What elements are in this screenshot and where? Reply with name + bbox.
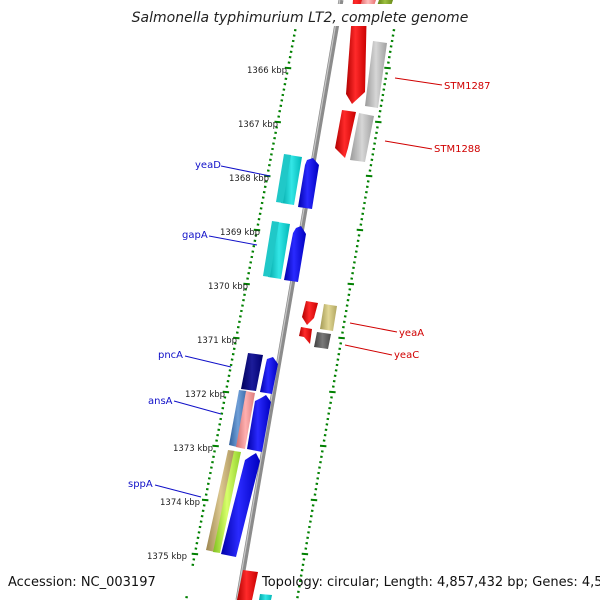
gene-arrow	[260, 357, 278, 394]
gene-labels: yeaD gapA pncA ansA sppA STM1287 STM1288…	[128, 81, 491, 490]
gene-label-STM1288[interactable]: STM1288	[434, 144, 481, 155]
map-title: Salmonella typhimurium LT2, complete gen…	[132, 10, 469, 26]
gene-arrow-forward	[314, 332, 331, 349]
gene-label-STM1287[interactable]: STM1287	[444, 81, 491, 92]
gene-block	[213, 451, 241, 553]
connector-yeaA	[349, 322, 398, 333]
gene-label-yeaD[interactable]: yeaD	[195, 160, 221, 171]
gene-block	[268, 222, 290, 279]
kbp-label: 1367 kbp	[238, 120, 278, 130]
connector-sppA	[154, 484, 202, 498]
gene-block	[276, 154, 291, 203]
gene-arrow	[221, 453, 260, 557]
gene-arrow-forward	[302, 301, 318, 325]
kbp-labels: 1366 kbp 1367 kbp 1368 kbp 1369 kbp 1370…	[147, 66, 287, 562]
genome-backbone-highlight	[236, 0, 341, 600]
kbp-label: 1371 kbp	[197, 336, 237, 346]
gene-block	[206, 450, 235, 552]
connector-gapA	[208, 235, 258, 246]
connector-yeaC	[344, 344, 393, 356]
gene-arrow	[298, 158, 319, 209]
gene-block	[236, 391, 255, 449]
gene-arrow-forward	[350, 113, 374, 162]
accession-text: Accession: NC_003197	[8, 575, 156, 590]
connector-yeaD	[220, 165, 271, 177]
kbp-label: 1370 kbp	[208, 282, 248, 292]
title-backdrop	[120, 4, 480, 26]
kbp-label: 1372 kbp	[185, 390, 225, 400]
gene-arrow-forward	[365, 41, 387, 108]
gene-arrow	[247, 395, 271, 452]
kbp-label: 1366 kbp	[247, 66, 287, 76]
gene-label-yeaC[interactable]: yeaC	[394, 350, 419, 361]
kbp-label: 1374 kbp	[160, 498, 200, 508]
topology-text: Topology: circular; Length: 4,857,432 bp…	[261, 575, 600, 590]
connector-STM1287	[394, 77, 443, 86]
genome-backbone	[235, 0, 344, 600]
gene-block	[241, 353, 263, 391]
gene-block	[263, 221, 279, 277]
connector-ansA	[173, 400, 222, 415]
gene-arrow-forward	[259, 594, 272, 600]
kbp-label: 1369 kbp	[220, 228, 260, 238]
footer-backdrop	[0, 568, 236, 594]
connector-pncA	[184, 355, 232, 368]
gene-arrow-forward	[237, 570, 258, 600]
gene-arrow-forward	[335, 110, 356, 158]
ruler-right	[296, 29, 396, 599]
label-connectors	[154, 77, 443, 498]
gene-block	[281, 155, 302, 205]
gene-block	[229, 390, 247, 447]
kbp-label: 1375 kbp	[147, 552, 187, 562]
gene-label-yeaA[interactable]: yeaA	[399, 328, 424, 339]
gene-label-ansA[interactable]: ansA	[148, 396, 173, 407]
reverse-strand-features	[206, 154, 319, 557]
gene-label-pncA[interactable]: pncA	[158, 350, 183, 361]
forward-strand-features	[237, 0, 393, 600]
connector-STM1288	[384, 140, 433, 150]
gene-arrow-forward	[320, 304, 337, 331]
gene-label-gapA[interactable]: gapA	[182, 230, 208, 241]
gene-label-sppA[interactable]: sppA	[128, 479, 153, 490]
kbp-label: 1368 kbp	[229, 174, 269, 184]
gene-arrow-forward	[299, 327, 312, 344]
gene-arrow	[284, 226, 306, 282]
kbp-label: 1373 kbp	[173, 444, 213, 454]
